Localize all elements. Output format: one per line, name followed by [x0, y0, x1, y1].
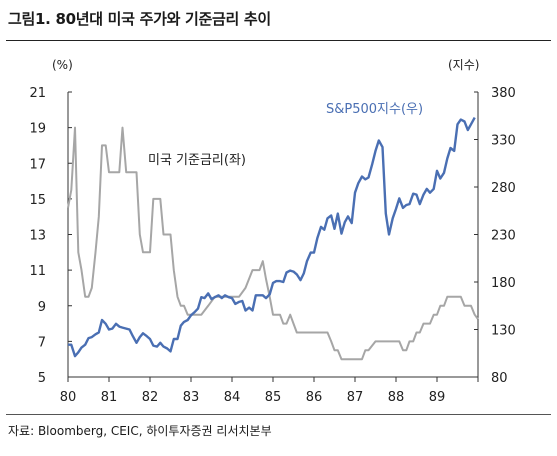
right-tick-label: 230 — [491, 229, 516, 244]
chart-annotations: 미국 기준금리(좌) S&P500지수(우) — [148, 102, 423, 168]
fed-rate-series-label: 미국 기준금리(좌) — [148, 153, 246, 168]
x-tick-label: 87 — [347, 390, 364, 405]
chart-series — [67, 117, 479, 361]
left-tick-label: 19 — [29, 122, 46, 137]
x-tick-label: 83 — [183, 390, 200, 405]
x-tick-label: 81 — [101, 390, 118, 405]
left-tick-label: 17 — [29, 157, 46, 172]
right-tick-label: 280 — [491, 181, 516, 196]
left-tick-label: 9 — [38, 300, 46, 315]
left-tick-label: 7 — [38, 335, 46, 350]
left-axis-unit: (%) — [52, 58, 73, 72]
title-rule — [6, 40, 551, 41]
x-tick-label: 80 — [60, 390, 77, 405]
source-rule — [6, 414, 551, 415]
x-tick-label: 88 — [388, 390, 405, 405]
x-tick-label: 86 — [306, 390, 323, 405]
left-tick-label: 5 — [38, 371, 46, 386]
left-tick-label: 15 — [29, 193, 46, 208]
x-tick-label: 89 — [429, 390, 446, 405]
left-tick-label: 11 — [29, 264, 46, 279]
left-tick-label: 13 — [29, 229, 46, 244]
fed-rate-line — [67, 126, 479, 361]
x-tick-label: 84 — [224, 390, 241, 405]
right-tick-label: 180 — [491, 276, 516, 291]
figure-title: 그림1. 80년대 미국 주가와 기준금리 추이 — [8, 10, 271, 28]
right-tick-label: 330 — [491, 134, 516, 149]
right-axis-unit: (지수) — [448, 58, 479, 72]
source-note: 자료: Bloomberg, CEIC, 하이투자증권 리서치본부 — [8, 424, 272, 438]
right-tick-label: 130 — [491, 324, 516, 339]
left-tick-label: 21 — [29, 86, 46, 101]
sp500-series-label: S&P500지수(우) — [326, 102, 423, 117]
chart-axes: 5 7 9 11 13 15 17 19 21 80 130 180 230 280 330 380 80 81 8… — [29, 58, 515, 405]
sp500-line — [68, 117, 476, 358]
x-tick-label: 85 — [265, 390, 282, 405]
right-tick-label: 380 — [491, 86, 516, 101]
x-tick-label: 82 — [142, 390, 159, 405]
right-tick-label: 80 — [491, 371, 508, 386]
